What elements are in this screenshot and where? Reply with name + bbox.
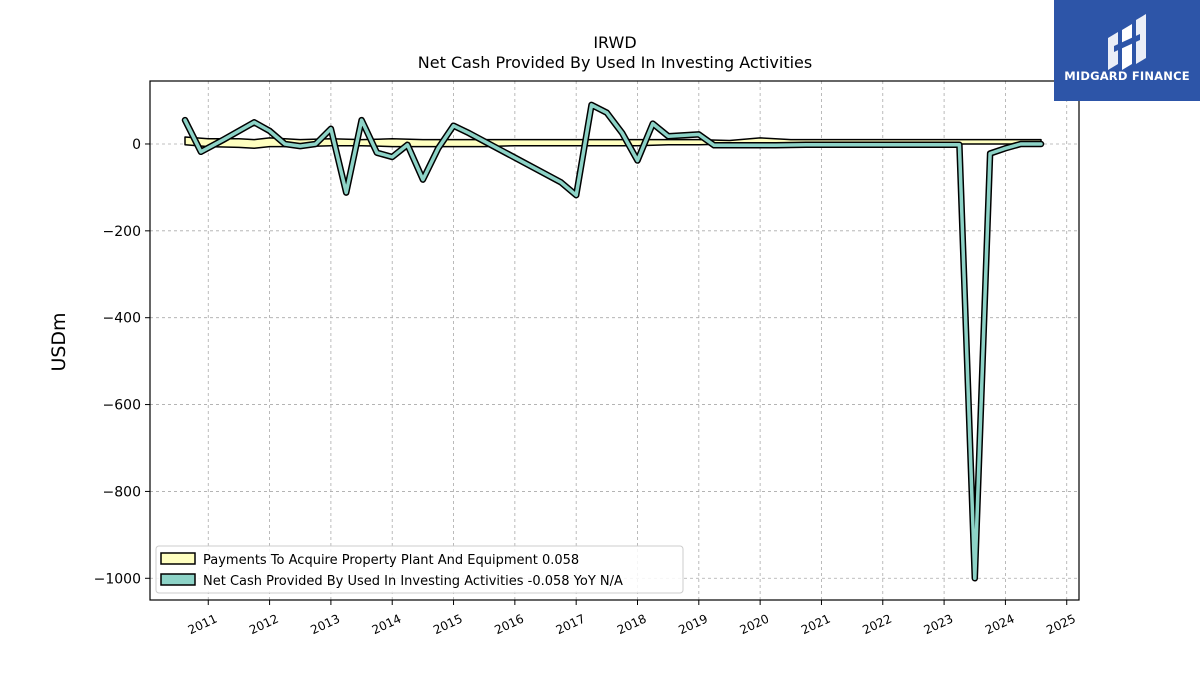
x-tick-label: 2021 (799, 612, 833, 638)
brand-name: MIDGARD FINANCE (1064, 69, 1190, 83)
x-tick-label: 2017 (554, 612, 588, 638)
x-tick-label: 2011 (186, 612, 220, 638)
x-tick-label: 2024 (983, 612, 1017, 638)
legend-box (155, 545, 684, 594)
x-tick-label: 2015 (431, 612, 465, 638)
plot-area (149, 80, 1080, 601)
x-tick-label: 2019 (676, 612, 710, 638)
x-tick-label: 2016 (492, 612, 526, 638)
legend-label-investing: Net Cash Provided By Used In Investing A… (203, 574, 623, 589)
series-investing-outline (181, 101, 1045, 582)
y-tick-label: −400 (103, 311, 141, 327)
grid-lines (150, 81, 1079, 600)
x-tick-label: 2014 (370, 612, 404, 638)
x-tick-label: 2018 (615, 612, 649, 638)
y-tick-label: −200 (103, 224, 141, 240)
chart-subtitle: Net Cash Provided By Used In Investing A… (418, 53, 812, 72)
series-layer (181, 101, 1045, 582)
y-axis-label: USDm (48, 312, 70, 371)
x-tick-label: 2012 (247, 612, 281, 638)
x-tick-label: 2013 (308, 612, 342, 638)
y-tick-label: −1000 (94, 571, 141, 587)
legend-swatch-ppe (160, 552, 196, 565)
x-tick-label: 2020 (738, 612, 772, 638)
chart-title: IRWD (593, 33, 636, 52)
legend: Payments To Acquire Property Plant And E… (155, 545, 684, 594)
series-investing-line (183, 103, 1043, 581)
midgard-logo-icon (1108, 14, 1146, 70)
y-tick-label: 0 (132, 137, 141, 153)
x-tick-label: 2025 (1044, 612, 1078, 638)
legend-label-ppe: Payments To Acquire Property Plant And E… (203, 553, 579, 568)
x-tick-label: 2023 (922, 612, 956, 638)
legend-swatch-investing (160, 573, 196, 586)
y-tick-label: −800 (103, 484, 141, 500)
x-tick-label: 2022 (860, 612, 894, 638)
y-tick-label: −600 (103, 398, 141, 414)
brand-logo: MIDGARD FINANCE (1054, 0, 1200, 101)
